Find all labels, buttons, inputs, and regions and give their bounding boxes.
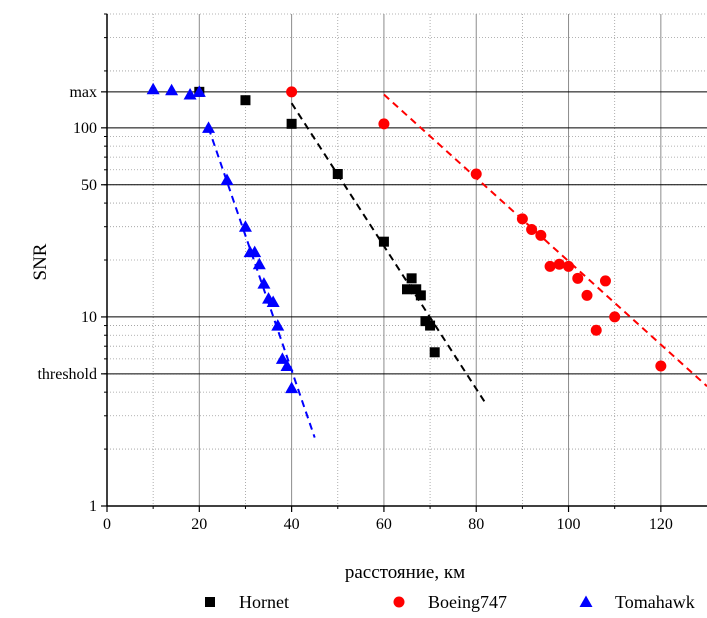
data-point-boeing747: [599, 275, 611, 287]
trend-line-boeing747: [383, 93, 707, 387]
series-boeing747: [286, 86, 667, 372]
data-point-tomahawk: [248, 245, 262, 258]
series-tomahawk: [146, 82, 299, 394]
x-tick-label: 100: [557, 516, 581, 533]
data-point-boeing747: [378, 118, 390, 130]
data-point-boeing747: [553, 258, 565, 270]
x-tick-label: 60: [376, 516, 392, 533]
data-point-hornet: [425, 320, 436, 331]
data-point-tomahawk: [266, 295, 280, 307]
data-point-hornet: [332, 168, 343, 179]
data-point-tomahawk: [220, 173, 234, 185]
data-point-tomahawk: [146, 82, 160, 95]
data-point-hornet: [411, 284, 422, 295]
data-point-tomahawk: [280, 359, 294, 372]
data-point-boeing747: [544, 260, 556, 272]
legend-label-hornet: Hornet: [239, 592, 289, 612]
data-point-tomahawk: [285, 381, 299, 394]
legend-label-tomahawk: Tomahawk: [615, 592, 695, 612]
y-tick-label: 1: [89, 498, 97, 515]
data-point-hornet: [406, 273, 417, 284]
x-tick-label: 120: [649, 516, 673, 533]
data-point-tomahawk: [238, 220, 252, 232]
data-point-boeing747: [516, 213, 528, 225]
data-point-boeing747: [563, 260, 575, 272]
data-point-boeing747: [526, 223, 538, 235]
data-point-boeing747: [581, 289, 593, 301]
data-point-boeing747: [590, 324, 602, 336]
y-tick-label: max: [69, 84, 97, 101]
data-point-hornet: [402, 284, 412, 295]
data-point-tomahawk: [202, 121, 216, 133]
data-point-tomahawk: [275, 352, 289, 364]
y-axis-label: SNR: [30, 243, 51, 280]
data-point-hornet: [240, 95, 251, 106]
x-tick-label: 40: [284, 516, 300, 533]
data-point-hornet: [429, 347, 440, 358]
x-axis-label: расстояние, км: [345, 562, 465, 583]
data-point-hornet: [286, 118, 297, 129]
grid-layer: [107, 13, 707, 506]
axis-layer: 0 20 40 60 80 100 120 1 threshold 10 50 100 max: [37, 13, 707, 533]
data-point-boeing747: [609, 311, 621, 323]
data-point-tomahawk: [257, 277, 271, 289]
y-tick-label: threshold: [37, 366, 97, 383]
data-point-tomahawk: [271, 319, 285, 331]
data-point-boeing747: [655, 360, 667, 372]
y-tick-label: 100: [73, 120, 97, 137]
y-tick-label: 50: [81, 177, 97, 194]
legend: Hornet Boeing747 Tomahawk: [205, 592, 695, 612]
data-point-hornet: [378, 236, 389, 247]
legend-label-boeing747: Boeing747: [428, 592, 507, 612]
x-tick-label: 20: [191, 516, 207, 533]
x-tick-label: 80: [468, 516, 484, 533]
data-point-hornet: [415, 290, 426, 301]
data-point-boeing747: [535, 229, 547, 241]
legend-marker-hornet: [205, 597, 215, 607]
x-tick-label: 0: [103, 516, 111, 533]
y-tick-label: 10: [81, 309, 97, 326]
data-point-tomahawk: [252, 257, 266, 270]
data-point-boeing747: [470, 168, 482, 180]
trend-line-hornet: [290, 102, 487, 404]
data-point-tomahawk: [192, 85, 206, 97]
data-point-boeing747: [572, 272, 584, 284]
marker-layer: [146, 82, 667, 394]
legend-marker-tomahawk: [579, 595, 593, 607]
legend-marker-boeing747: [393, 596, 405, 608]
data-point-boeing747: [286, 86, 298, 98]
data-point-tomahawk: [165, 83, 179, 96]
